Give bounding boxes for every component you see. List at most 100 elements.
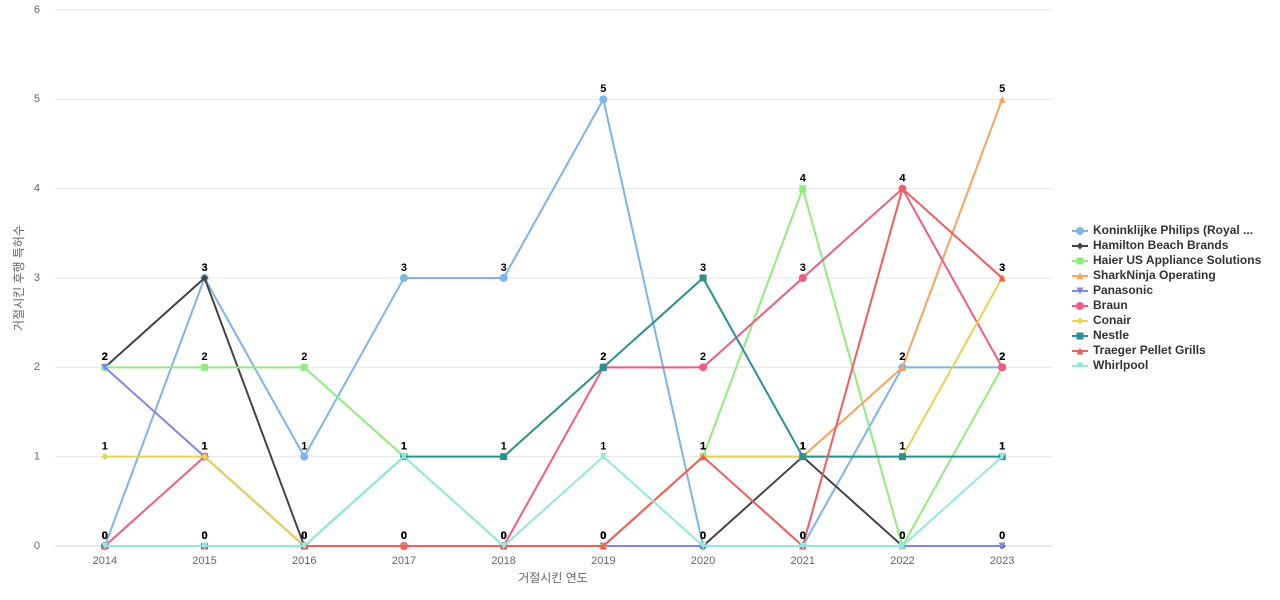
data-label: 1 (401, 441, 407, 453)
data-label: 0 (102, 530, 108, 542)
data-label: 0 (102, 530, 108, 542)
point (699, 363, 708, 372)
y-tick-label: 3 (34, 272, 40, 284)
point (1076, 317, 1084, 325)
data-label: 0 (102, 530, 108, 542)
data-label: 1 (700, 441, 706, 453)
data-label: 0 (401, 530, 407, 542)
x-tick-label: 2018 (491, 555, 515, 567)
point (599, 95, 608, 104)
data-label: 3 (501, 262, 507, 274)
data-label: 0 (899, 530, 905, 542)
x-tick-label: 2017 (392, 555, 416, 567)
legend-label: Koninklijke Philips (Royal ... (1093, 223, 1253, 237)
data-label: 0 (899, 530, 905, 542)
legend-item: Koninklijke Philips (Royal ... (1072, 223, 1253, 237)
x-tick-label: 2021 (791, 555, 815, 567)
x-tick-label: 2023 (990, 555, 1014, 567)
data-label: 0 (501, 530, 507, 542)
legend-item: Panasonic (1072, 283, 1153, 297)
data-label: 1 (201, 441, 207, 453)
data-label: 1 (999, 441, 1005, 453)
x-axis-title: 거절시킨 연도 (518, 571, 588, 585)
data-label: 0 (700, 530, 706, 542)
legend-item: Conair (1072, 313, 1131, 327)
point (101, 542, 109, 550)
point (500, 453, 508, 461)
data-label: 1 (201, 441, 207, 453)
data-label: 0 (301, 530, 307, 542)
y-tick-label: 6 (34, 4, 40, 16)
data-label: 0 (800, 530, 806, 542)
y-tick-label: 4 (34, 183, 40, 195)
point (1076, 302, 1084, 310)
point (998, 542, 1006, 550)
legend-item: Haier US Appliance Solutions (1072, 253, 1262, 267)
point (898, 453, 906, 461)
series-line (104, 276, 1003, 547)
data-label: 0 (401, 530, 407, 542)
legend-label: Haier US Appliance Solutions (1093, 253, 1262, 267)
legend-label: Traeger Pellet Grills (1093, 343, 1206, 357)
series (101, 453, 1006, 550)
point (599, 453, 607, 461)
point (1076, 272, 1084, 280)
data-label: 0 (800, 530, 806, 542)
data-label: 2 (999, 351, 1005, 363)
data-label: 0 (301, 530, 307, 542)
data-label: 0 (999, 530, 1005, 542)
data-label: 0 (301, 530, 307, 542)
legend-item: Traeger Pellet Grills (1072, 343, 1206, 357)
data-label: 1 (401, 441, 407, 453)
point (599, 542, 607, 550)
data-label: 1 (401, 441, 407, 453)
data-label: 0 (800, 530, 806, 542)
data-label: 2 (600, 351, 606, 363)
data-label: 1 (700, 441, 706, 453)
data-label: 0 (999, 530, 1005, 542)
data-label: 0 (301, 530, 307, 542)
y-tick-label: 0 (34, 540, 40, 552)
data-label: 0 (600, 530, 606, 542)
data-label: 0 (501, 530, 507, 542)
data-label: 2 (999, 351, 1005, 363)
data-label: 0 (501, 530, 507, 542)
data-label: 1 (999, 441, 1005, 453)
point (500, 542, 508, 550)
data-label: 4 (899, 173, 906, 185)
data-label: 0 (600, 530, 606, 542)
data-label: 2 (999, 351, 1005, 363)
data-label: 0 (600, 530, 606, 542)
data-label: 0 (899, 530, 905, 542)
data-label: 0 (800, 530, 806, 542)
point (699, 542, 707, 550)
data-label: 0 (301, 530, 307, 542)
data-label: 3 (201, 262, 207, 274)
data-label: 2 (201, 351, 207, 363)
legend-item: Whirlpool (1072, 358, 1148, 372)
data-label: 4 (800, 173, 807, 185)
point (599, 363, 607, 371)
data-label: 0 (102, 530, 108, 542)
data-label: 2 (899, 351, 905, 363)
data-label: 0 (501, 530, 507, 542)
y-tick-label: 2 (34, 361, 40, 373)
point (300, 452, 309, 461)
x-tick-label: 2019 (591, 555, 615, 567)
data-label: 0 (501, 530, 507, 542)
point (499, 274, 508, 282)
point (201, 542, 209, 550)
data-label: 5 (600, 83, 606, 95)
point (400, 453, 408, 461)
data-label: 2 (102, 351, 108, 363)
data-label: 1 (102, 441, 108, 453)
point (399, 274, 408, 282)
x-tick-label: 2016 (292, 555, 316, 567)
point (1076, 242, 1084, 250)
data-label: 1 (301, 441, 307, 453)
data-label: 0 (501, 530, 507, 542)
data-label: 2 (600, 351, 606, 363)
point (998, 274, 1006, 282)
data-label: 0 (700, 530, 706, 542)
data-label: 2 (301, 351, 307, 363)
